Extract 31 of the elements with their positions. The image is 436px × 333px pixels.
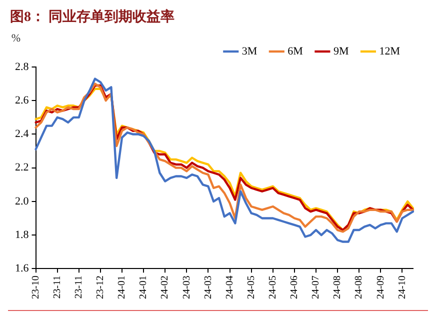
legend-label: 6M [288, 45, 304, 58]
x-tick-label: 23-12 [95, 276, 106, 300]
y-tick-label: 2.2 [15, 162, 29, 174]
y-tick-label: 1.6 [15, 262, 30, 275]
x-tick-label: 24-01 [138, 276, 150, 300]
x-tick-label: 24-08 [354, 276, 365, 300]
y-tick-label: 2.8 [15, 60, 30, 73]
legend-label: 12M [379, 45, 400, 58]
x-tick-label: 23-11 [52, 276, 63, 299]
x-tick-label: 24-04 [224, 276, 236, 300]
y-tick-label: 2.6 [15, 94, 30, 106]
legend-label: 9M [333, 45, 349, 58]
x-tick-label: 24-08 [332, 276, 344, 300]
legend-label: 3M [242, 45, 258, 58]
y-tick-label: 1.8 [15, 228, 30, 241]
x-tick-label: 23-10 [30, 276, 42, 300]
chart-title: 图8： 同业存单到期收益率 [9, 8, 176, 27]
x-tick-label: 23-11 [73, 276, 84, 299]
x-tick-label: 24-09 [375, 276, 386, 300]
x-tick-label: 24-02 [160, 276, 171, 300]
y-tick-label: 2.0 [15, 195, 30, 208]
y-axis-title: % [11, 32, 21, 44]
x-tick-label: 24-03 [181, 276, 192, 300]
x-tick-label: 24-06 [289, 276, 300, 300]
x-tick-label: 24-05 [268, 276, 279, 300]
x-tick-label: 24-10 [396, 276, 408, 300]
y-tick-label: 2.4 [15, 128, 30, 140]
x-tick-label: 24-03 [202, 276, 214, 300]
x-tick-label: 24-05 [246, 276, 257, 300]
x-tick-label: 24-01 [116, 276, 128, 300]
x-tick-label: 24-07 [310, 276, 322, 300]
